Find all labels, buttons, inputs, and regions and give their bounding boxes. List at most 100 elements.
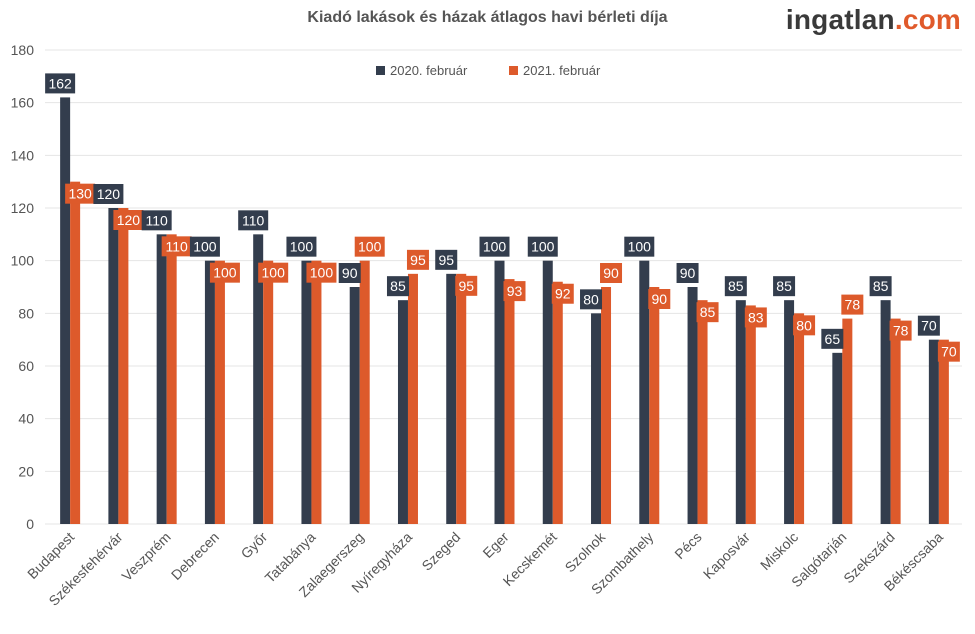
x-tick-label: Eger bbox=[479, 529, 511, 561]
data-label-box-2021 bbox=[406, 249, 429, 270]
bar-2021 bbox=[890, 318, 901, 524]
data-label-box-2020 bbox=[624, 236, 655, 257]
x-tick-label: Veszprém bbox=[118, 529, 173, 584]
data-label-box-2020 bbox=[238, 210, 269, 231]
data-label-box-2021 bbox=[744, 307, 767, 328]
bar-2020 bbox=[591, 313, 602, 524]
data-label-box-2021 bbox=[696, 302, 719, 323]
data-label-2020: 85 bbox=[776, 278, 792, 294]
data-label-2021: 95 bbox=[458, 278, 474, 294]
brand-tld: .com bbox=[894, 4, 961, 35]
data-label-2020: 120 bbox=[97, 186, 121, 202]
data-label-box-2021 bbox=[648, 289, 671, 309]
data-label-box-2020 bbox=[580, 289, 603, 310]
bar-2020 bbox=[301, 260, 312, 524]
y-tick-label: 180 bbox=[11, 42, 35, 58]
bar-2020 bbox=[446, 273, 457, 524]
y-tick-label: 80 bbox=[18, 305, 34, 321]
data-label-box-2021 bbox=[209, 262, 240, 283]
data-label-2021: 85 bbox=[700, 304, 716, 320]
data-label-2020: 100 bbox=[193, 239, 217, 255]
data-label-2021: 78 bbox=[893, 323, 909, 339]
bar-2021 bbox=[407, 273, 418, 524]
data-label-2021: 110 bbox=[165, 238, 188, 254]
data-label-2021: 100 bbox=[310, 265, 334, 281]
x-tick-label: Szeged bbox=[418, 529, 463, 574]
data-label-2020: 70 bbox=[921, 318, 937, 334]
data-label-2020: 162 bbox=[48, 75, 72, 91]
data-label-box-2020 bbox=[917, 315, 940, 336]
data-label-2021: 120 bbox=[117, 212, 141, 228]
data-label-2021: 78 bbox=[845, 297, 861, 313]
x-tick-label: Szolnok bbox=[562, 528, 609, 575]
data-label-box-2020 bbox=[45, 73, 76, 94]
x-tick-label: Debrecen bbox=[168, 529, 222, 583]
bar-2021 bbox=[70, 181, 81, 524]
data-label-2020: 110 bbox=[242, 212, 265, 228]
data-label-2021: 130 bbox=[68, 186, 92, 202]
bar-2020 bbox=[156, 234, 167, 525]
data-label-box-2020 bbox=[479, 236, 510, 257]
data-label-2020: 95 bbox=[438, 252, 454, 268]
y-tick-label: 120 bbox=[11, 200, 35, 216]
data-label-2021: 100 bbox=[358, 239, 382, 255]
data-label-box-2021 bbox=[161, 236, 192, 257]
x-tick-label: Pécs bbox=[671, 529, 704, 562]
data-label-box-2020 bbox=[93, 184, 124, 204]
brand-name: ingatlan bbox=[785, 4, 895, 35]
bar-2020 bbox=[108, 208, 119, 524]
y-tick-label: 160 bbox=[11, 95, 35, 111]
data-label-2021: 90 bbox=[652, 291, 668, 307]
data-label-box-2021 bbox=[551, 283, 574, 304]
brand-logo: ingatlan.com bbox=[786, 4, 961, 36]
data-label-box-2020 bbox=[676, 263, 699, 283]
data-label-2020: 80 bbox=[583, 291, 599, 307]
data-label-2020: 90 bbox=[680, 265, 696, 281]
bar-2021 bbox=[118, 208, 129, 524]
data-label-box-2020 bbox=[386, 276, 409, 297]
bar-2021 bbox=[359, 260, 370, 524]
data-label-box-2021 bbox=[455, 275, 478, 296]
y-tick-label: 0 bbox=[26, 516, 34, 532]
bar-2021 bbox=[794, 313, 805, 524]
legend-label-2021: 2021. február bbox=[523, 63, 601, 78]
bar-2021 bbox=[214, 260, 225, 524]
data-label-box-2020 bbox=[141, 210, 172, 231]
data-label-2021: 92 bbox=[555, 286, 571, 302]
bar-2020 bbox=[494, 260, 505, 524]
data-label-box-2020 bbox=[338, 263, 361, 283]
data-label-2021: 90 bbox=[603, 265, 619, 281]
bar-2020 bbox=[349, 287, 360, 524]
bar-2021 bbox=[745, 305, 756, 524]
data-label-2020: 85 bbox=[390, 278, 406, 294]
data-label-box-2021 bbox=[503, 281, 526, 302]
bar-2020 bbox=[639, 260, 650, 524]
data-label-2020: 90 bbox=[342, 265, 358, 281]
bar-2020 bbox=[832, 352, 843, 524]
data-label-2021: 100 bbox=[213, 265, 237, 281]
bar-2020 bbox=[204, 260, 215, 524]
data-label-box-2020 bbox=[286, 236, 317, 257]
data-label-box-2020 bbox=[189, 236, 220, 257]
data-label-2020: 100 bbox=[483, 239, 507, 255]
bar-2020 bbox=[542, 260, 553, 524]
data-label-2020: 100 bbox=[531, 239, 555, 255]
data-label-box-2020 bbox=[821, 328, 844, 349]
data-label-box-2020 bbox=[773, 276, 796, 297]
bar-2020 bbox=[253, 234, 264, 525]
data-label-2021: 83 bbox=[748, 309, 764, 325]
data-label-box-2021 bbox=[113, 210, 144, 230]
x-tick-label: Miskolc bbox=[757, 529, 801, 573]
bar-2021 bbox=[697, 300, 708, 524]
chart-title: Kiadó lakások és házak átlagos havi bérl… bbox=[307, 9, 668, 26]
data-label-2020: 85 bbox=[728, 278, 744, 294]
bar-2021 bbox=[649, 287, 660, 524]
data-label-box-2021 bbox=[600, 263, 623, 283]
bar-2021 bbox=[166, 234, 177, 525]
legend-label-2020: 2020. február bbox=[390, 63, 468, 78]
bar-2021 bbox=[263, 260, 274, 524]
bar-2021 bbox=[601, 287, 612, 524]
data-label-2021: 95 bbox=[410, 252, 426, 268]
data-label-2021: 70 bbox=[941, 344, 957, 360]
